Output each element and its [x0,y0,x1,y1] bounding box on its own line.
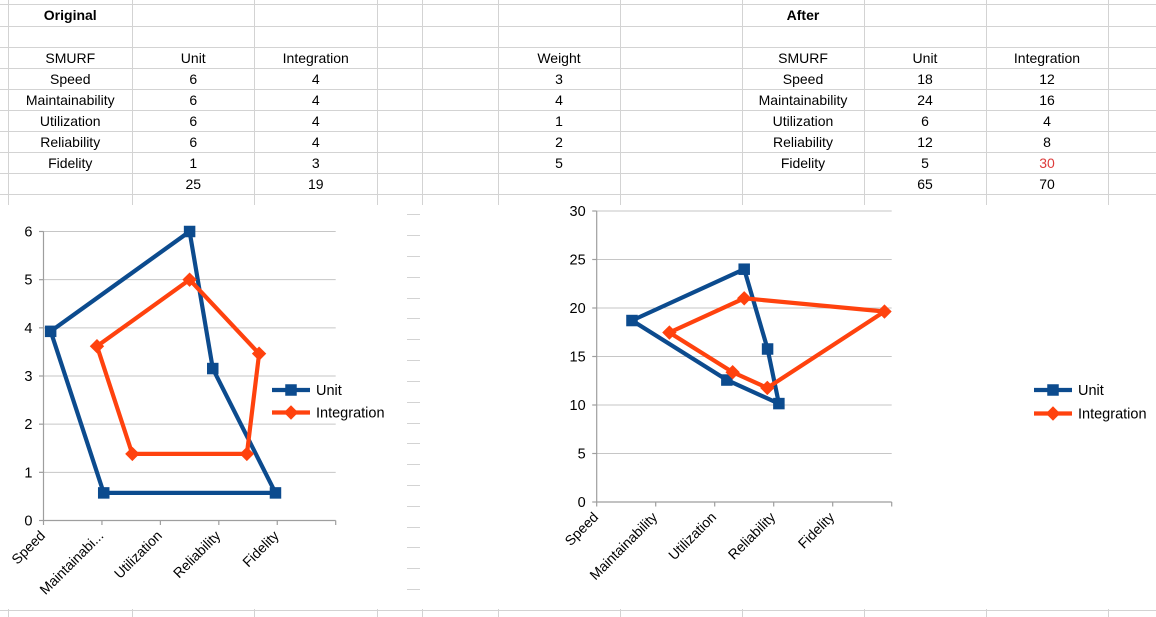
original-integration-value[interactable]: 4 [311,112,320,129]
original-unit-value[interactable]: 6 [189,133,198,150]
after-unit-total[interactable]: 65 [917,175,933,192]
original-header[interactable]: Unit [180,49,206,66]
after-integration-value[interactable]: 8 [1043,133,1051,150]
original-row-label[interactable]: Fidelity [48,154,93,171]
original-row-label[interactable]: Maintainability [25,91,115,108]
grid-line [0,67,1156,69]
grid-line [0,130,1156,132]
original-row-label[interactable]: Reliability [40,133,101,150]
weight-value[interactable]: 3 [555,70,563,87]
grid-line [0,46,1156,48]
grid-line [0,88,1156,90]
after-integration-value[interactable]: 4 [1043,112,1051,129]
after-row-label[interactable]: Utilization [772,112,834,129]
after-unit-value[interactable]: 12 [917,133,933,150]
original-integration-value[interactable]: 4 [311,133,320,150]
original-integration-value[interactable]: 4 [311,91,320,108]
original-unit-value[interactable]: 6 [189,91,198,108]
after-unit-value[interactable]: 18 [917,70,933,87]
radar-chart-original[interactable] [0,205,407,609]
weight-value[interactable]: 2 [555,133,563,150]
weight-value[interactable]: 1 [555,112,563,129]
weight-value[interactable]: 4 [555,91,563,108]
original-title[interactable]: Original [43,6,97,23]
grid-line [0,109,1156,111]
after-integration-total[interactable]: 70 [1039,175,1055,192]
grid-line [0,172,1156,174]
original-row-label[interactable]: Speed [50,70,91,87]
after-header[interactable]: SMURF [778,49,828,66]
after-unit-value[interactable]: 6 [921,112,929,129]
after-row-label[interactable]: Speed [782,70,824,87]
original-header[interactable]: Integration [282,49,349,66]
after-header[interactable]: Integration [1013,49,1081,66]
after-row-label[interactable]: Fidelity [780,154,826,171]
radar-chart-after[interactable] [420,205,1156,609]
original-unit-total[interactable]: 25 [185,175,202,192]
original-integration-total[interactable]: 19 [307,175,324,192]
weight-header[interactable]: Weight [537,49,581,66]
after-title[interactable]: After [786,6,820,23]
after-header[interactable]: Unit [912,49,938,66]
weight-value[interactable]: 5 [555,154,563,171]
after-unit-value[interactable]: 24 [917,91,933,108]
original-integration-value[interactable]: 3 [311,154,320,171]
grid-line [0,25,1156,27]
original-unit-value[interactable]: 6 [189,70,198,87]
after-row-label[interactable]: Maintainability [758,91,848,108]
original-unit-value[interactable]: 6 [189,112,198,129]
grid-line [0,151,1156,153]
original-unit-value[interactable]: 1 [189,154,198,171]
original-row-label[interactable]: Utilization [39,112,101,129]
after-integration-value[interactable]: 16 [1039,91,1055,108]
grid-line [0,609,1156,611]
original-integration-value[interactable]: 4 [311,70,320,87]
after-row-label[interactable]: Reliability [773,133,833,150]
grid-line [0,3,1156,5]
after-integration-value[interactable]: 12 [1039,70,1055,87]
after-unit-value[interactable]: 5 [921,154,929,171]
grid-line [0,193,1156,195]
original-header[interactable]: SMURF [45,49,96,66]
after-integration-value[interactable]: 30 [1039,154,1055,171]
